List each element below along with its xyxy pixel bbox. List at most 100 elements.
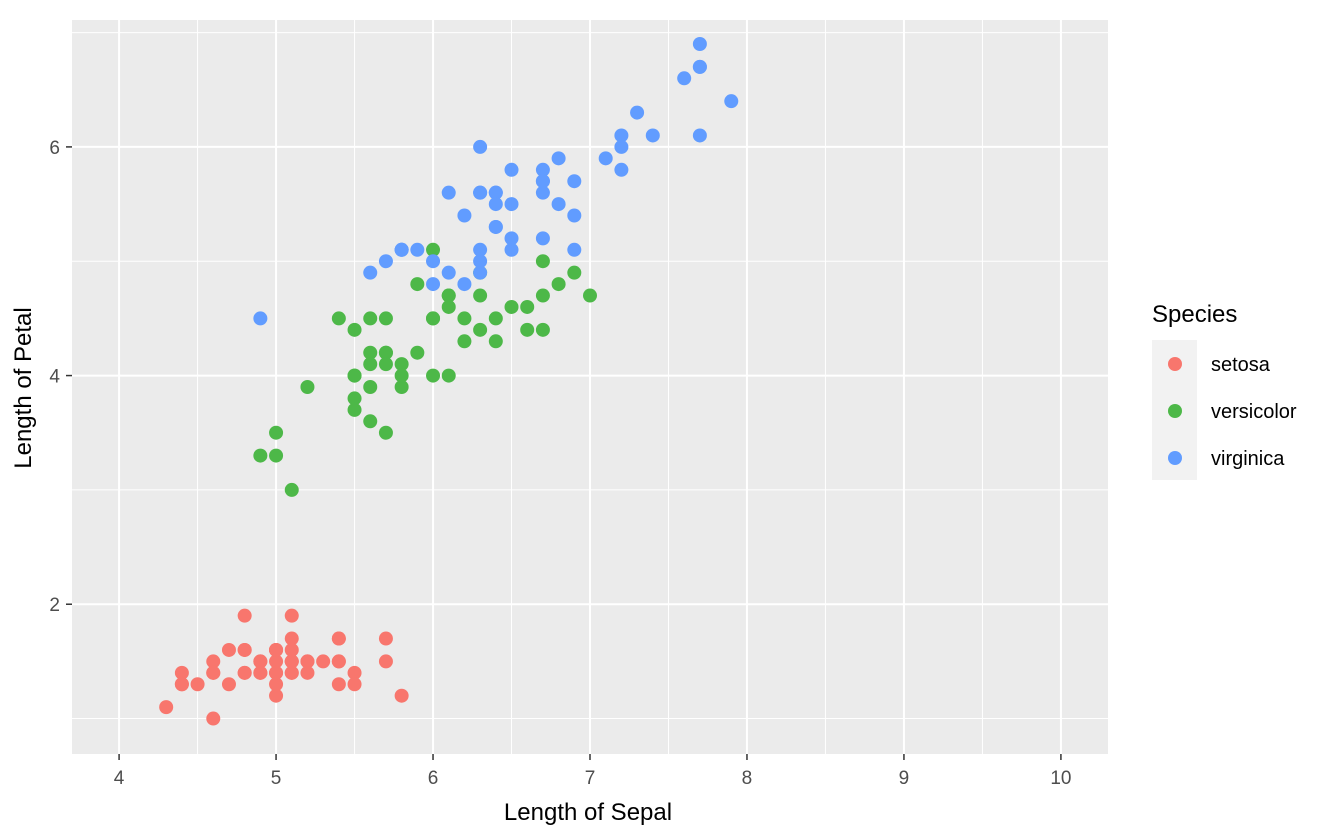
point-virginica bbox=[441, 265, 456, 280]
legend-entries: setosa versicolor virginica bbox=[1168, 354, 1297, 470]
point-virginica bbox=[551, 197, 566, 212]
y-tick-label: 2 bbox=[49, 595, 60, 616]
point-versicolor bbox=[535, 254, 550, 269]
point-setosa bbox=[284, 665, 299, 680]
point-setosa bbox=[206, 711, 221, 726]
point-virginica bbox=[473, 254, 488, 269]
point-virginica bbox=[488, 185, 503, 200]
point-versicolor bbox=[473, 322, 488, 337]
point-virginica bbox=[473, 242, 488, 257]
point-versicolor bbox=[457, 334, 472, 349]
point-virginica bbox=[378, 254, 393, 269]
point-setosa bbox=[300, 654, 315, 669]
point-versicolor bbox=[300, 380, 315, 394]
point-virginica bbox=[630, 105, 645, 120]
point-virginica bbox=[535, 174, 550, 189]
point-versicolor bbox=[394, 380, 409, 394]
point-versicolor bbox=[363, 345, 378, 360]
x-tick-label: 7 bbox=[585, 768, 596, 789]
point-setosa bbox=[206, 665, 221, 680]
point-virginica bbox=[504, 231, 519, 246]
point-setosa bbox=[237, 642, 252, 657]
point-versicolor bbox=[253, 448, 268, 463]
point-setosa bbox=[284, 631, 299, 646]
point-virginica bbox=[692, 37, 707, 52]
point-virginica bbox=[488, 197, 503, 212]
point-versicolor bbox=[441, 288, 456, 303]
x-tick-label: 6 bbox=[428, 768, 439, 789]
x-tick-label: 10 bbox=[1050, 768, 1071, 789]
point-versicolor bbox=[488, 334, 503, 349]
point-versicolor bbox=[441, 299, 456, 314]
point-virginica bbox=[724, 94, 739, 109]
data-points bbox=[159, 37, 739, 726]
x-axis-title: Length of Sepal bbox=[504, 799, 672, 826]
point-setosa bbox=[269, 677, 284, 692]
point-virginica bbox=[535, 231, 550, 246]
y-axis-title: Length of Petal bbox=[10, 307, 37, 468]
legend-key-setosa bbox=[1168, 357, 1182, 371]
point-virginica bbox=[426, 277, 441, 292]
point-setosa bbox=[221, 642, 236, 657]
point-setosa bbox=[347, 665, 362, 680]
x-axis: 4 5 6 7 8 9 10 bbox=[114, 754, 1071, 789]
x-tick-label: 9 bbox=[899, 768, 910, 789]
point-virginica bbox=[363, 265, 378, 280]
point-setosa bbox=[284, 642, 299, 657]
point-versicolor bbox=[363, 357, 378, 372]
point-virginica bbox=[426, 254, 441, 269]
legend-title: Species bbox=[1152, 301, 1237, 328]
point-setosa bbox=[269, 688, 284, 703]
y-tick-label: 6 bbox=[49, 138, 60, 159]
point-virginica bbox=[614, 128, 629, 143]
point-versicolor bbox=[269, 425, 284, 440]
point-virginica bbox=[535, 162, 550, 177]
point-versicolor bbox=[473, 288, 488, 303]
point-versicolor bbox=[269, 448, 284, 463]
point-versicolor bbox=[363, 414, 378, 429]
point-setosa bbox=[378, 654, 393, 669]
point-virginica bbox=[692, 59, 707, 74]
point-setosa bbox=[269, 665, 284, 680]
point-versicolor bbox=[284, 482, 299, 497]
point-virginica bbox=[551, 151, 566, 166]
point-virginica bbox=[441, 185, 456, 200]
point-versicolor bbox=[378, 425, 393, 440]
point-versicolor bbox=[363, 311, 378, 326]
point-versicolor bbox=[331, 311, 346, 326]
point-versicolor bbox=[410, 345, 425, 360]
point-virginica bbox=[253, 311, 268, 326]
legend-label-virginica: virginica bbox=[1211, 448, 1285, 470]
point-setosa bbox=[300, 665, 315, 680]
point-setosa bbox=[174, 677, 189, 692]
point-versicolor bbox=[426, 311, 441, 326]
point-virginica bbox=[535, 185, 550, 200]
point-setosa bbox=[206, 654, 221, 669]
point-versicolor bbox=[378, 345, 393, 360]
point-versicolor bbox=[378, 311, 393, 326]
point-setosa bbox=[269, 642, 284, 657]
point-versicolor bbox=[347, 402, 362, 417]
point-versicolor bbox=[457, 311, 472, 326]
point-versicolor bbox=[410, 277, 425, 292]
point-versicolor bbox=[583, 288, 597, 303]
point-setosa bbox=[237, 608, 252, 623]
legend: Species setosa versicolor virginica bbox=[1152, 301, 1297, 480]
point-virginica bbox=[677, 71, 692, 86]
point-virginica bbox=[504, 162, 519, 177]
legend-key-virginica bbox=[1168, 451, 1182, 465]
point-setosa bbox=[316, 654, 331, 669]
point-versicolor bbox=[535, 288, 550, 303]
point-setosa bbox=[331, 654, 346, 669]
point-virginica bbox=[645, 128, 660, 143]
point-virginica bbox=[614, 139, 629, 154]
point-setosa bbox=[284, 654, 299, 669]
point-versicolor bbox=[504, 299, 519, 314]
point-virginica bbox=[457, 277, 472, 292]
point-versicolor bbox=[441, 368, 456, 383]
point-setosa bbox=[269, 654, 284, 669]
point-setosa bbox=[159, 700, 174, 715]
point-virginica bbox=[473, 185, 488, 200]
point-setosa bbox=[253, 665, 268, 680]
point-setosa bbox=[174, 665, 189, 680]
